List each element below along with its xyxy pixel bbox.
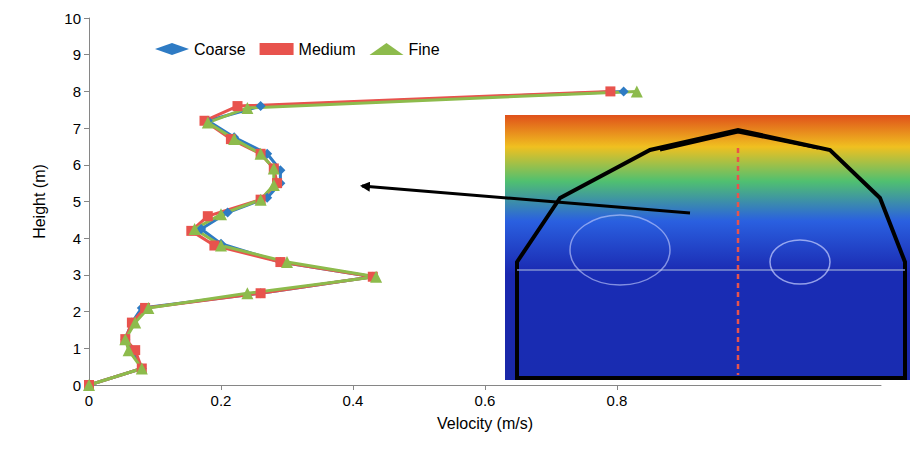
svg-text:0: 0 [73,377,81,394]
svg-text:10: 10 [64,10,81,27]
svg-text:Medium: Medium [299,41,356,58]
svg-text:0.4: 0.4 [343,392,364,409]
svg-text:0.8: 0.8 [607,392,628,409]
svg-text:Height (m): Height (m) [31,164,48,239]
svg-text:0.2: 0.2 [211,392,232,409]
svg-text:Fine: Fine [408,41,439,58]
svg-text:4: 4 [73,230,81,247]
svg-text:6: 6 [73,156,81,173]
svg-text:1: 1 [73,340,81,357]
svg-text:5: 5 [73,193,81,210]
svg-text:0.6: 0.6 [475,392,496,409]
svg-text:9: 9 [73,46,81,63]
svg-text:8: 8 [73,83,81,100]
svg-text:7: 7 [73,120,81,137]
svg-text:2: 2 [73,303,81,320]
svg-text:Velocity (m/s): Velocity (m/s) [437,415,533,432]
svg-text:0: 0 [85,392,93,409]
svg-text:3: 3 [73,266,81,283]
svg-text:Coarse: Coarse [194,41,246,58]
